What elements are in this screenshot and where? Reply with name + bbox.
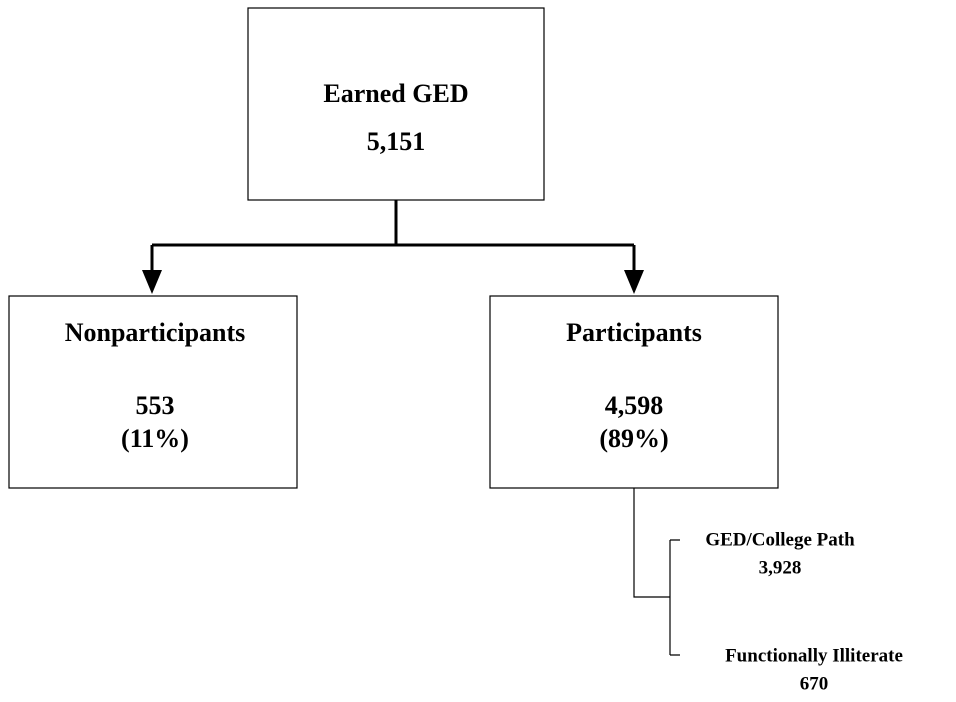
node-value: 4,598 (605, 391, 664, 420)
node-value: 5,151 (367, 127, 426, 156)
arrow-head (624, 270, 644, 294)
leaf-value: 670 (800, 673, 829, 694)
node-label: Nonparticipants (65, 318, 246, 347)
node-label: Earned GED (323, 79, 468, 108)
node-box (8, 295, 298, 489)
arrow-head (142, 270, 162, 294)
connector (150, 200, 636, 272)
node-box (489, 295, 779, 489)
node-share: (89%) (599, 424, 668, 453)
node-value: 553 (136, 391, 175, 420)
node-share: (11%) (121, 424, 189, 453)
leaf-label: Functionally Illiterate (725, 645, 903, 666)
branch-line (633, 488, 680, 656)
leaf-label: GED/College Path (705, 529, 855, 550)
node-box (247, 7, 545, 201)
node-label: Participants (566, 318, 702, 347)
leaf-value: 3,928 (759, 557, 802, 578)
